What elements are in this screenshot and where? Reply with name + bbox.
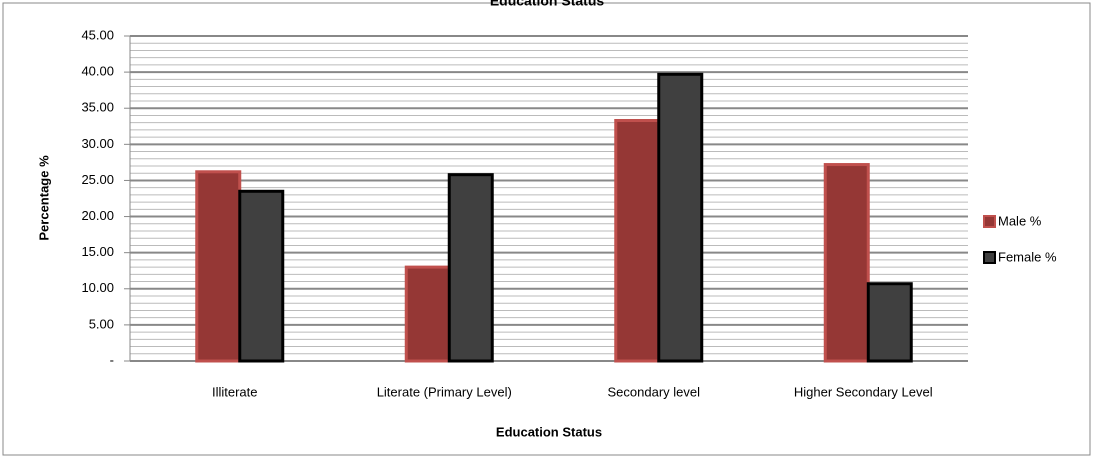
bar <box>447 173 494 363</box>
x-tick-label: Literate (Primary Level) <box>377 384 512 399</box>
bar <box>238 189 285 363</box>
y-axis-label: Percentage % <box>36 155 51 241</box>
bar <box>614 119 661 363</box>
legend-swatch <box>983 215 996 228</box>
y-tick-label: 5.00 <box>89 316 114 331</box>
y-tick-label: 40.00 <box>81 64 114 79</box>
bar <box>404 265 451 363</box>
bar <box>195 170 242 363</box>
y-tick-label: 10.00 <box>81 280 114 295</box>
y-tick-label: 35.00 <box>81 100 114 115</box>
x-tick-label: Higher Secondary Level <box>794 384 933 399</box>
legend-label: Female % <box>998 249 1057 264</box>
x-tick-label: Secondary level <box>608 384 701 399</box>
legend-swatch <box>983 251 996 264</box>
x-tick-label: Illiterate <box>212 384 258 399</box>
bar <box>866 282 913 363</box>
bar <box>823 163 870 363</box>
y-tick-label: 45.00 <box>81 27 114 42</box>
y-tick-label: 20.00 <box>81 208 114 223</box>
bar <box>657 72 704 363</box>
chart-title: Education Status <box>490 0 605 9</box>
y-tick-label: - <box>110 352 114 367</box>
x-axis-label: Education Status <box>496 424 602 439</box>
legend-label: Male % <box>998 213 1042 228</box>
y-tick-label: 30.00 <box>81 136 114 151</box>
y-tick-label: 15.00 <box>81 244 114 259</box>
y-tick-label: 25.00 <box>81 172 114 187</box>
